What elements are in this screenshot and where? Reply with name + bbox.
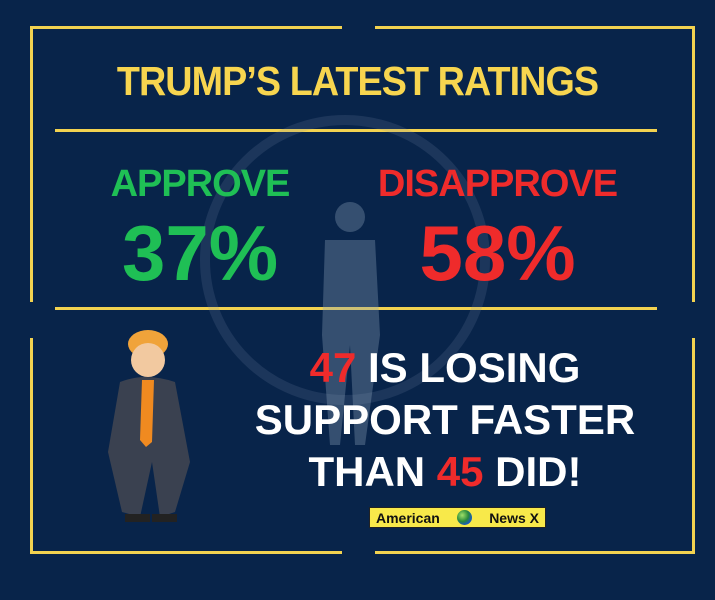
headline-message: 47 IS LOSING SUPPORT FASTER THAN 45 DID!: [225, 342, 665, 498]
frame-top-right: [375, 26, 695, 29]
number-45: 45: [436, 448, 484, 495]
trump-caricature: [108, 330, 190, 522]
page-title: TRUMP’S LATEST RATINGS: [116, 58, 599, 104]
approve-label: APPROVE: [110, 163, 291, 205]
message-line-3: THAN: [308, 448, 437, 495]
message-line-1: IS LOSING: [356, 344, 581, 391]
message-line-2: SUPPORT FASTER: [254, 396, 636, 443]
badge-right-text: News X: [489, 509, 539, 526]
frame-left-lower: [30, 338, 33, 554]
frame-bottom-left: [30, 551, 342, 554]
frame-right-lower: [692, 338, 695, 554]
frame-left-upper: [30, 26, 33, 302]
frame-bottom-right: [375, 551, 695, 554]
source-badge: American News X: [369, 507, 546, 528]
disapprove-value: 58%: [419, 209, 576, 297]
approve-value: 37%: [121, 209, 279, 297]
number-47: 47: [309, 344, 357, 391]
frame-right-upper: [692, 26, 695, 302]
background-figure: [322, 202, 380, 445]
disapprove-label: DISAPPROVE: [377, 163, 618, 205]
globe-icon: [457, 510, 472, 525]
frame-top-left: [30, 26, 342, 29]
watermark-seal: [200, 115, 490, 405]
badge-left-text: American: [376, 509, 440, 526]
message-line-3-end: DID!: [483, 448, 582, 495]
